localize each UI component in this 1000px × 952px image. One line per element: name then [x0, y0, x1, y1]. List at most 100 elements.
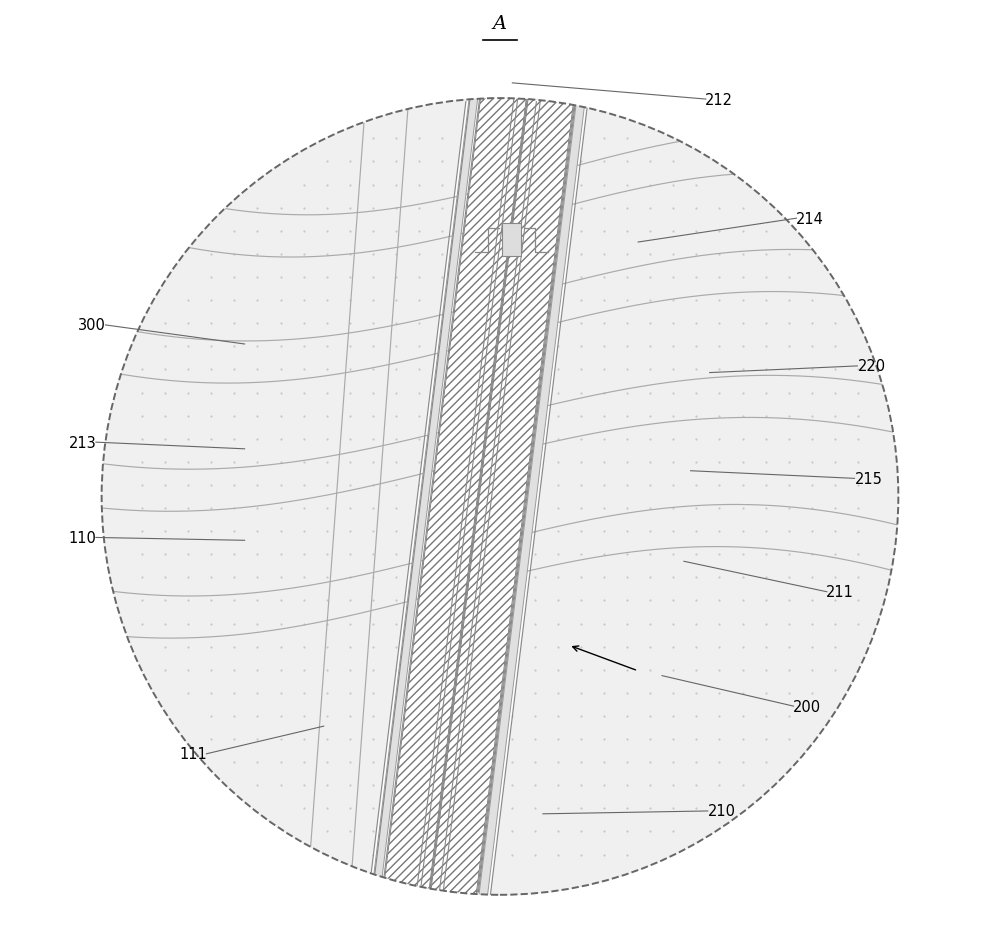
Point — [388, 247, 404, 262]
Point — [665, 824, 681, 840]
Point — [665, 685, 681, 701]
Point — [480, 316, 496, 331]
Point — [642, 778, 658, 793]
Point — [781, 408, 797, 424]
Point — [180, 524, 196, 539]
Point — [434, 824, 450, 840]
Point — [642, 154, 658, 169]
Point — [457, 663, 473, 678]
Point — [827, 363, 843, 378]
Text: 220: 220 — [858, 359, 886, 374]
Point — [249, 386, 265, 401]
Point — [619, 154, 635, 169]
Point — [457, 801, 473, 816]
Point — [457, 685, 473, 701]
Point — [642, 224, 658, 239]
Point — [573, 478, 589, 493]
Point — [480, 131, 496, 147]
Point — [457, 755, 473, 770]
Point — [781, 247, 797, 262]
Point — [203, 501, 219, 516]
Point — [642, 201, 658, 216]
Point — [665, 524, 681, 539]
Point — [527, 270, 543, 286]
Point — [388, 685, 404, 701]
Point — [296, 663, 312, 678]
Point — [504, 778, 520, 793]
Point — [735, 593, 751, 608]
Point — [180, 316, 196, 331]
Point — [365, 685, 381, 701]
Point — [411, 131, 427, 147]
Point — [504, 501, 520, 516]
Point — [711, 708, 727, 724]
Point — [550, 708, 566, 724]
Point — [711, 547, 727, 563]
Point — [827, 316, 843, 331]
Point — [365, 455, 381, 470]
Point — [134, 570, 150, 585]
Point — [573, 386, 589, 401]
Point — [688, 524, 704, 539]
Point — [365, 363, 381, 378]
Point — [596, 131, 612, 147]
Point — [665, 386, 681, 401]
Point — [388, 386, 404, 401]
Point — [619, 593, 635, 608]
Point — [434, 339, 450, 354]
Point — [735, 732, 751, 747]
Point — [180, 547, 196, 563]
Point — [226, 524, 242, 539]
Point — [342, 570, 358, 585]
Point — [157, 339, 173, 354]
Point — [550, 824, 566, 840]
Point — [457, 178, 473, 193]
Point — [434, 801, 450, 816]
Point — [665, 478, 681, 493]
Point — [642, 178, 658, 193]
Point — [642, 339, 658, 354]
Point — [619, 547, 635, 563]
Point — [735, 201, 751, 216]
Point — [296, 616, 312, 631]
Point — [711, 339, 727, 354]
Point — [758, 386, 774, 401]
Point — [850, 616, 866, 631]
Point — [388, 201, 404, 216]
Point — [758, 640, 774, 655]
Point — [319, 524, 335, 539]
Point — [319, 478, 335, 493]
Point — [411, 824, 427, 840]
Point — [157, 593, 173, 608]
Point — [249, 293, 265, 308]
Point — [665, 801, 681, 816]
Point — [504, 801, 520, 816]
Point — [388, 131, 404, 147]
Point — [342, 547, 358, 563]
Point — [273, 640, 289, 655]
Point — [711, 455, 727, 470]
Point — [342, 685, 358, 701]
Point — [711, 363, 727, 378]
Point — [134, 455, 150, 470]
Point — [480, 847, 496, 863]
Point — [827, 593, 843, 608]
Point — [781, 386, 797, 401]
Point — [596, 293, 612, 308]
Point — [249, 593, 265, 608]
Point — [457, 501, 473, 516]
Point — [226, 247, 242, 262]
Point — [619, 778, 635, 793]
Point — [480, 386, 496, 401]
Point — [527, 847, 543, 863]
Point — [781, 339, 797, 354]
Point — [573, 455, 589, 470]
Point — [203, 732, 219, 747]
Point — [226, 570, 242, 585]
Circle shape — [102, 99, 898, 895]
Point — [296, 201, 312, 216]
Point — [850, 386, 866, 401]
Point — [249, 363, 265, 378]
Point — [688, 640, 704, 655]
Point — [342, 339, 358, 354]
